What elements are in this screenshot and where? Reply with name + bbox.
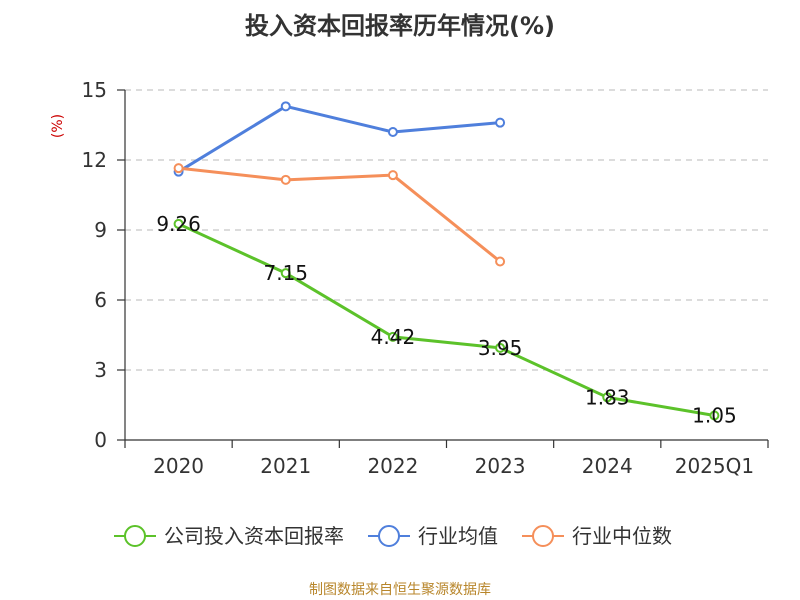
gridlines bbox=[125, 89, 768, 371]
legend-label: 公司投入资本回报率 bbox=[164, 524, 344, 548]
series-point-0 bbox=[495, 342, 506, 353]
legend-label: 行业均值 bbox=[418, 524, 498, 548]
series-point-2 bbox=[173, 163, 184, 174]
data-label: 4.42 bbox=[371, 325, 416, 349]
x-tick-label: 2022 bbox=[367, 454, 418, 478]
y-tick-label: 0 bbox=[94, 428, 107, 452]
series-point-0 bbox=[709, 410, 720, 421]
series-point-0 bbox=[387, 331, 398, 342]
legend-marker bbox=[532, 525, 554, 547]
x-tick-label: 2024 bbox=[582, 454, 633, 478]
series-point-0 bbox=[173, 218, 184, 229]
legend-marker bbox=[124, 525, 146, 547]
series-line-2 bbox=[178, 166, 502, 263]
y-tick-label: 6 bbox=[94, 288, 107, 312]
legend-marker bbox=[378, 525, 400, 547]
y-tick-label: 15 bbox=[82, 78, 107, 102]
series-point-0 bbox=[602, 392, 613, 403]
data-labels: 9.26 7.15 4.42 3.95 1.83 1.05 bbox=[156, 212, 736, 428]
axes: 0 3 6 9 12 15 2020 2021 2022 2023 2024 2025Q1 bbox=[82, 78, 769, 478]
series-point-1 bbox=[280, 101, 291, 112]
series-point-2 bbox=[495, 256, 506, 267]
y-tick-label: 12 bbox=[82, 148, 107, 172]
x-tick-label: 2023 bbox=[475, 454, 526, 478]
x-tick-label: 2021 bbox=[260, 454, 311, 478]
legend-item-0: 公司投入资本回报率 bbox=[114, 524, 344, 548]
legend-item-2: 行业中位数 bbox=[522, 524, 672, 548]
data-label: 3.95 bbox=[478, 336, 523, 360]
series-point-1 bbox=[495, 117, 506, 128]
series-line-0 bbox=[177, 222, 715, 417]
y-axis-unit-label: (%) bbox=[50, 114, 66, 138]
x-tick-label: 2025Q1 bbox=[675, 454, 754, 478]
y-tick-label: 3 bbox=[94, 358, 107, 382]
series-point-0 bbox=[280, 268, 291, 279]
data-label: 7.15 bbox=[263, 261, 308, 285]
chart-title: 投入资本回报率历年情况(%) bbox=[245, 12, 555, 40]
series-point-2 bbox=[280, 174, 291, 185]
y-tick-label: 9 bbox=[94, 218, 107, 242]
series-lines bbox=[173, 101, 720, 421]
data-label: 9.26 bbox=[156, 212, 201, 236]
data-label: 1.83 bbox=[585, 385, 630, 409]
data-label: 1.05 bbox=[692, 404, 737, 428]
data-source-note: 制图数据来自恒生聚源数据库 bbox=[309, 582, 491, 598]
series-point-2 bbox=[387, 170, 398, 181]
legend-label: 行业中位数 bbox=[572, 524, 672, 548]
legend: 公司投入资本回报率 行业均值 行业中位数 bbox=[114, 524, 672, 548]
series-line-1 bbox=[177, 104, 501, 173]
legend-item-1: 行业均值 bbox=[368, 524, 498, 548]
x-tick-label: 2020 bbox=[153, 454, 204, 478]
series-point-1 bbox=[387, 127, 398, 137]
